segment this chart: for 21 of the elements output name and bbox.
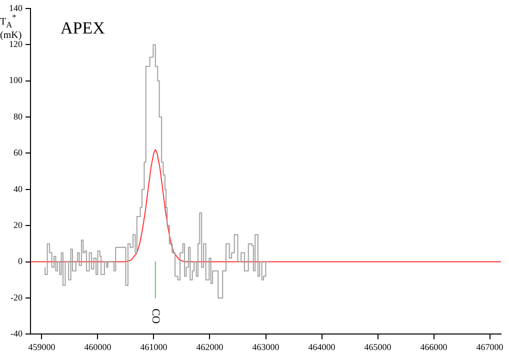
- x-tick-label: 460000: [84, 342, 112, 352]
- y-tick-label: 60: [14, 148, 23, 158]
- annotation: CO: [150, 308, 162, 324]
- x-tick-label: 459000: [28, 342, 56, 352]
- x-tick-label: 462000: [196, 342, 224, 352]
- x-tick-label: 464000: [308, 342, 336, 352]
- y-tick-label: 0: [18, 256, 23, 266]
- x-tick-label: 463000: [252, 342, 280, 352]
- y-tick-label: 120: [9, 38, 23, 49]
- text: APEX: [60, 18, 105, 38]
- x-tick-label: 466000: [420, 342, 448, 352]
- x-tick-label: 467000: [476, 342, 504, 352]
- y-tick-label: -20: [10, 292, 23, 302]
- y-tick-label: 20: [14, 220, 23, 230]
- y-tick-label: 100: [9, 75, 23, 86]
- y-tick-label: 140: [9, 2, 23, 13]
- x-tick-label: 461000: [140, 342, 168, 352]
- y-tick-label: 80: [14, 111, 23, 122]
- y-tick-label: 40: [14, 184, 23, 194]
- x-tick-label: 465000: [364, 342, 392, 352]
- y-tick-label: -40: [10, 328, 23, 339]
